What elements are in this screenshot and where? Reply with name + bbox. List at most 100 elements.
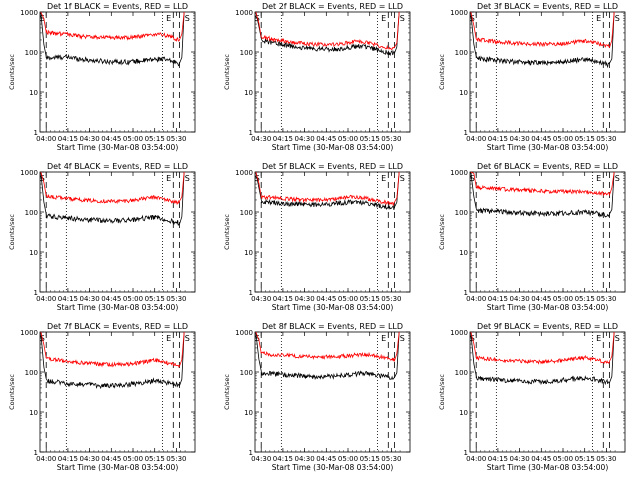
x-tick-label: 05:15 [145, 135, 165, 143]
y-axis-label: Counts/sec [223, 374, 231, 410]
flag-label: E [166, 174, 171, 183]
x-tick-label: 04:45 [531, 295, 551, 303]
x-tick-label: 05:15 [360, 295, 380, 303]
x-axis-label: Start Time (30-Mar-08 03:54:00) [57, 143, 179, 152]
y-tick-label: 1 [34, 289, 38, 297]
y-tick-label: 10 [244, 249, 253, 257]
panel-title: Det 7f BLACK = Events, RED = LLD [47, 322, 188, 331]
x-tick-label: 05:00 [123, 135, 143, 143]
x-tick-label: 04:15 [273, 455, 293, 463]
x-tick-label: 05:30 [596, 295, 616, 303]
y-tick-label: 100 [455, 49, 468, 57]
plot-frame [469, 171, 626, 293]
plot-frame [39, 171, 196, 293]
y-tick-label: 1000 [235, 9, 253, 17]
series-line-events [40, 11, 185, 67]
flag-label: S [185, 334, 190, 343]
x-tick-label: 05:00 [338, 135, 358, 143]
panel-det-2: Det 2f BLACK = Events, RED = LLD 1 10 100 10… [223, 2, 411, 152]
flag-label: E [381, 14, 386, 23]
x-axis-label: Start Time (30-Mar-08 03:54:00) [272, 303, 394, 312]
y-tick-label: 100 [455, 209, 468, 217]
y-tick-label: 10 [459, 249, 468, 257]
x-tick-label: 05:00 [553, 295, 573, 303]
series-line-events [470, 171, 615, 218]
x-tick-label: 04:30 [80, 295, 100, 303]
x-tick-label: 05:30 [166, 455, 186, 463]
panel-title: Det 9f BLACK = Events, RED = LLD [477, 322, 618, 331]
x-axis-label: Start Time (30-Mar-08 03:54:00) [487, 463, 609, 472]
x-tick-label: 04:30 [80, 135, 100, 143]
x-tick-label: 05:00 [338, 295, 358, 303]
x-tick-label: 04:30 [510, 295, 530, 303]
x-axis-label: Start Time (30-Mar-08 03:54:00) [57, 463, 179, 472]
flag-label: E [381, 334, 386, 343]
series-line-events [40, 171, 185, 226]
plot-frame [469, 11, 626, 133]
x-tick-label: 04:15 [58, 135, 78, 143]
x-tick-label: 04:30 [295, 135, 315, 143]
plot-frame [469, 331, 626, 453]
x-tick-label: 04:45 [531, 455, 551, 463]
plot-frame [254, 171, 411, 293]
x-axis-label: Start Time (30-Mar-08 03:54:00) [272, 463, 394, 472]
x-tick-label: 04:45 [531, 135, 551, 143]
plot-frame [39, 11, 196, 133]
x-tick-label: 05:30 [166, 135, 186, 143]
y-tick-label: 1 [464, 129, 468, 137]
x-tick-label: 04:15 [488, 295, 508, 303]
y-axis-label: Counts/sec [8, 54, 16, 90]
panel-det-3: Det 3f BLACK = Events, RED = LLD 1 10 100 10… [438, 2, 626, 152]
panel-det-6: Det 6f BLACK = Events, RED = LLD 1 10 100 10… [438, 162, 626, 312]
x-tick-label: 04:15 [488, 135, 508, 143]
panel-det-1: Det 1f BLACK = Events, RED = LLD 1 10 100 10… [8, 2, 196, 152]
y-tick-label: 10 [459, 89, 468, 97]
y-tick-label: 10 [459, 409, 468, 417]
y-tick-label: 1 [464, 449, 468, 457]
series-line-lld [255, 11, 400, 51]
x-tick-label: 04:30 [251, 455, 271, 463]
x-tick-label: 04:30 [295, 455, 315, 463]
y-tick-label: 1 [34, 449, 38, 457]
series-line-lld [470, 171, 615, 197]
x-tick-label: 05:15 [575, 455, 595, 463]
series-line-events [40, 331, 185, 390]
plot-frame [254, 331, 411, 453]
x-tick-label: 04:45 [316, 455, 336, 463]
panel-title: Det 2f BLACK = Events, RED = LLD [262, 2, 403, 11]
y-tick-label: 10 [244, 89, 253, 97]
x-tick-label: 04:45 [101, 455, 121, 463]
y-axis-label: Counts/sec [8, 214, 16, 250]
y-tick-label: 1000 [20, 329, 38, 337]
panel-title: Det 4f BLACK = Events, RED = LLD [47, 162, 188, 171]
y-axis-label: Counts/sec [223, 54, 231, 90]
panel-det-5: Det 5f BLACK = Events, RED = LLD 1 10 100 10… [223, 162, 411, 312]
series-line-events [255, 331, 400, 381]
y-axis-label: Counts/sec [8, 374, 16, 410]
x-tick-label: 04:30 [80, 455, 100, 463]
x-tick-label: 05:15 [145, 455, 165, 463]
x-tick-label: 04:30 [251, 135, 271, 143]
x-tick-label: 05:15 [145, 295, 165, 303]
y-tick-label: 1 [34, 129, 38, 137]
x-tick-label: 04:45 [316, 135, 336, 143]
series-line-events [470, 331, 615, 386]
flag-label: S [40, 14, 45, 23]
x-tick-label: 04:15 [58, 295, 78, 303]
x-tick-label: 05:30 [381, 135, 401, 143]
y-tick-label: 10 [244, 409, 253, 417]
y-tick-label: 10 [29, 249, 38, 257]
y-tick-label: 1000 [20, 9, 38, 17]
x-tick-label: 04:30 [295, 295, 315, 303]
y-tick-label: 1000 [235, 169, 253, 177]
flag-label: S [470, 174, 475, 183]
x-tick-label: 04:00 [36, 135, 56, 143]
y-axis-label: Counts/sec [438, 374, 446, 410]
x-axis-label: Start Time (30-Mar-08 03:54:00) [487, 143, 609, 152]
y-tick-label: 1 [464, 289, 468, 297]
y-axis-label: Counts/sec [223, 214, 231, 250]
x-tick-label: 04:45 [316, 295, 336, 303]
panel-title: Det 5f BLACK = Events, RED = LLD [262, 162, 403, 171]
panel-title: Det 1f BLACK = Events, RED = LLD [47, 2, 188, 11]
